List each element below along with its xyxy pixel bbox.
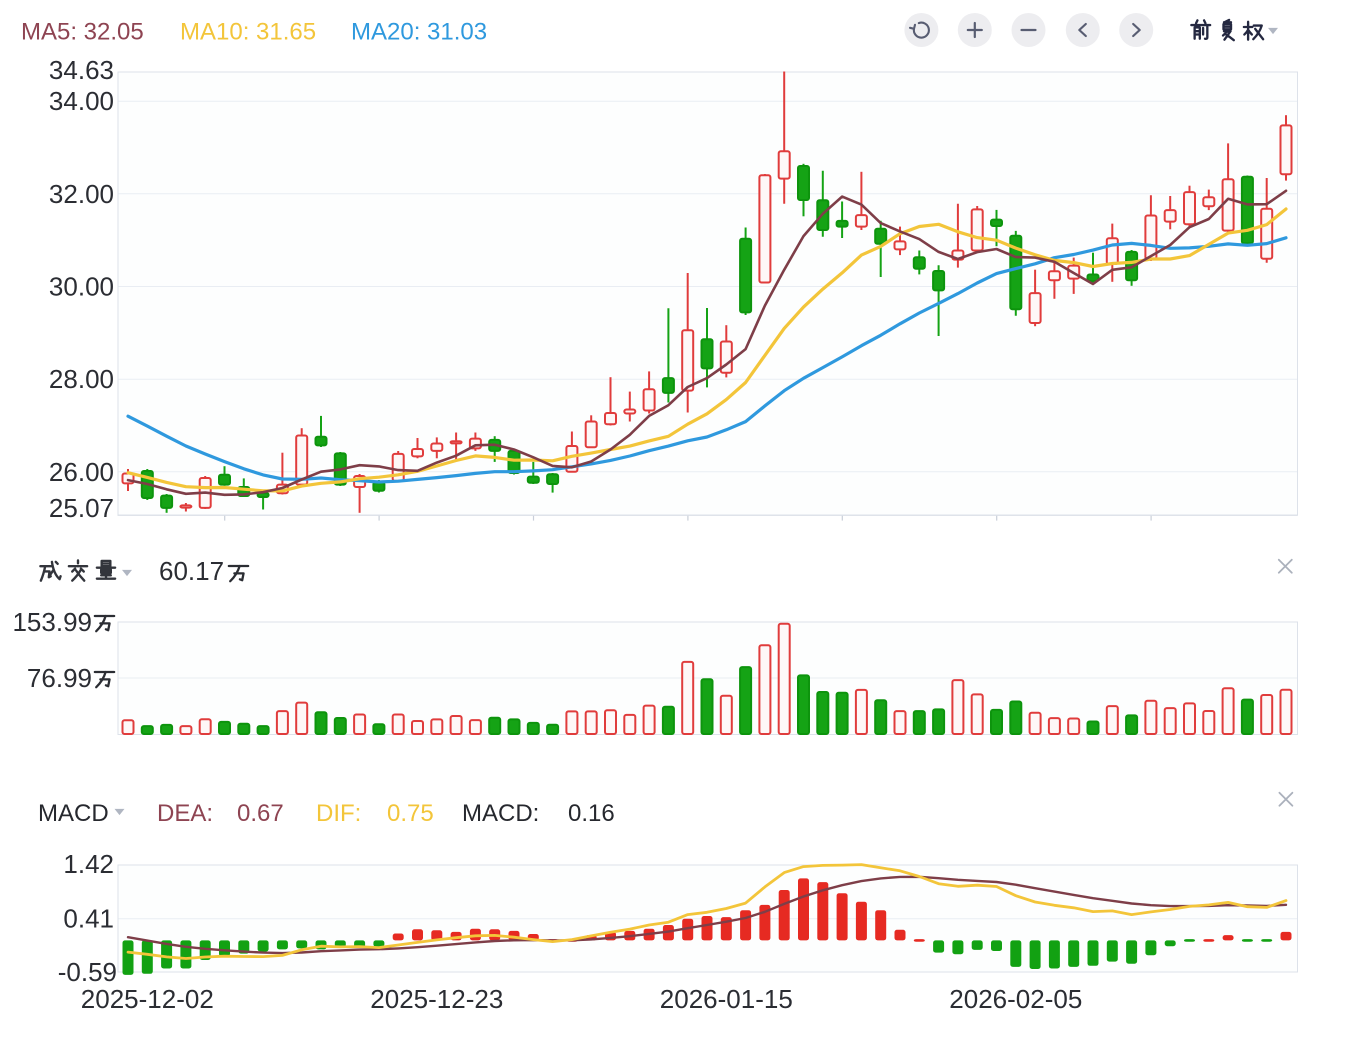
svg-text:30.00: 30.00: [49, 272, 114, 302]
svg-text:2025-12-02: 2025-12-02: [81, 984, 214, 1014]
svg-text:60.17: 60.17: [159, 556, 224, 586]
svg-text:25.07: 25.07: [49, 493, 114, 523]
svg-text:0.75: 0.75: [387, 800, 434, 827]
svg-text:0.16: 0.16: [568, 800, 615, 827]
svg-text:MA20: 31.03: MA20: 31.03: [351, 18, 487, 45]
svg-text:DIF:: DIF:: [316, 800, 361, 827]
svg-text:34.63: 34.63: [49, 55, 114, 85]
svg-text:32.00: 32.00: [49, 179, 114, 209]
svg-text:MACD:: MACD:: [462, 800, 539, 827]
svg-text:1.42: 1.42: [63, 849, 114, 879]
svg-text:-0.59: -0.59: [58, 957, 117, 987]
svg-text:76.99: 76.99: [27, 663, 92, 693]
svg-text:2026-01-15: 2026-01-15: [660, 984, 793, 1014]
svg-text:153.99: 153.99: [12, 607, 92, 637]
svg-text:2025-12-23: 2025-12-23: [370, 984, 503, 1014]
svg-text:34.00: 34.00: [49, 86, 114, 116]
svg-text:2026-02-05: 2026-02-05: [949, 984, 1082, 1014]
svg-text:MA10: 31.65: MA10: 31.65: [180, 18, 316, 45]
svg-text:MA5: 32.05: MA5: 32.05: [21, 18, 144, 45]
svg-text:26.00: 26.00: [49, 457, 114, 487]
svg-text:28.00: 28.00: [49, 364, 114, 394]
svg-text:0.67: 0.67: [237, 800, 284, 827]
svg-text:0.41: 0.41: [63, 904, 114, 934]
svg-text:DEA:: DEA:: [157, 800, 213, 827]
svg-text:MACD: MACD: [38, 800, 109, 827]
